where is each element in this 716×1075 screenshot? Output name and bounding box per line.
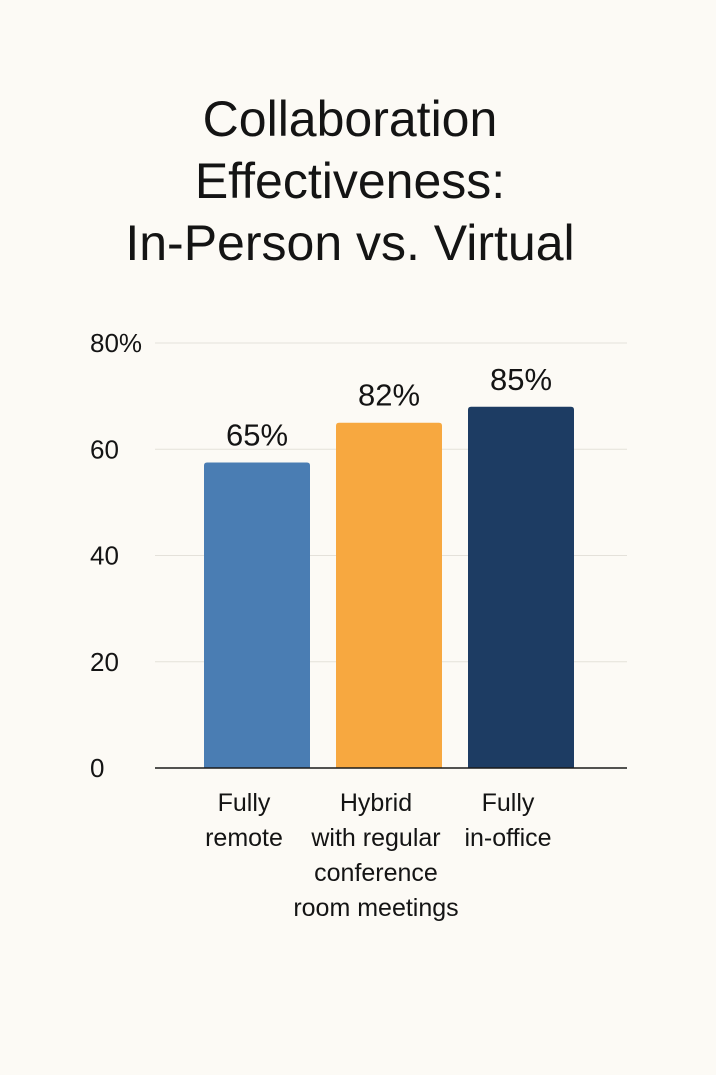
bar-value-label: 65% [226, 418, 288, 453]
y-tick-label: 40 [90, 541, 119, 571]
bar-value-labels: 65% 82% 85% [226, 362, 552, 453]
y-tick-label: 20 [90, 647, 119, 677]
x-axis-category-labels: Fully remote Hybrid with regular conference r… [205, 789, 551, 922]
bar [204, 462, 310, 768]
bar-value-label: 82% [358, 378, 420, 413]
x-category-label-line: room meetings [293, 894, 458, 922]
bar [336, 422, 442, 768]
chart-title-line-3: In-Person vs. Virtual [125, 215, 575, 271]
x-category-label-line: Fully [218, 789, 271, 817]
x-category-label: Fully in-office [464, 789, 551, 852]
chart-title-line-1: Collaboration [202, 91, 498, 147]
bar-value-label: 85% [490, 362, 552, 397]
x-category-label-line: in-office [464, 824, 551, 852]
x-category-label-line: conference [314, 859, 438, 887]
x-category-label: Hybrid with regular conference room meeting… [293, 789, 458, 922]
y-axis-tick-labels: 0 20 40 60 80% [90, 328, 142, 783]
chart-title: Collaboration Effectiveness: In-Person v… [0, 88, 700, 274]
y-tick-label: 80% [90, 328, 142, 358]
bars [204, 406, 574, 768]
y-tick-label: 0 [90, 753, 104, 783]
x-category-label-line: Hybrid [340, 789, 412, 817]
x-category-label-line: remote [205, 824, 283, 852]
x-category-label: Fully remote [205, 789, 283, 852]
x-category-label-line: Fully [482, 789, 535, 817]
chart-title-line-2: Effectiveness: [194, 153, 506, 209]
y-tick-label: 60 [90, 434, 119, 464]
x-category-label-line: with regular [310, 824, 440, 852]
bar [468, 406, 574, 768]
